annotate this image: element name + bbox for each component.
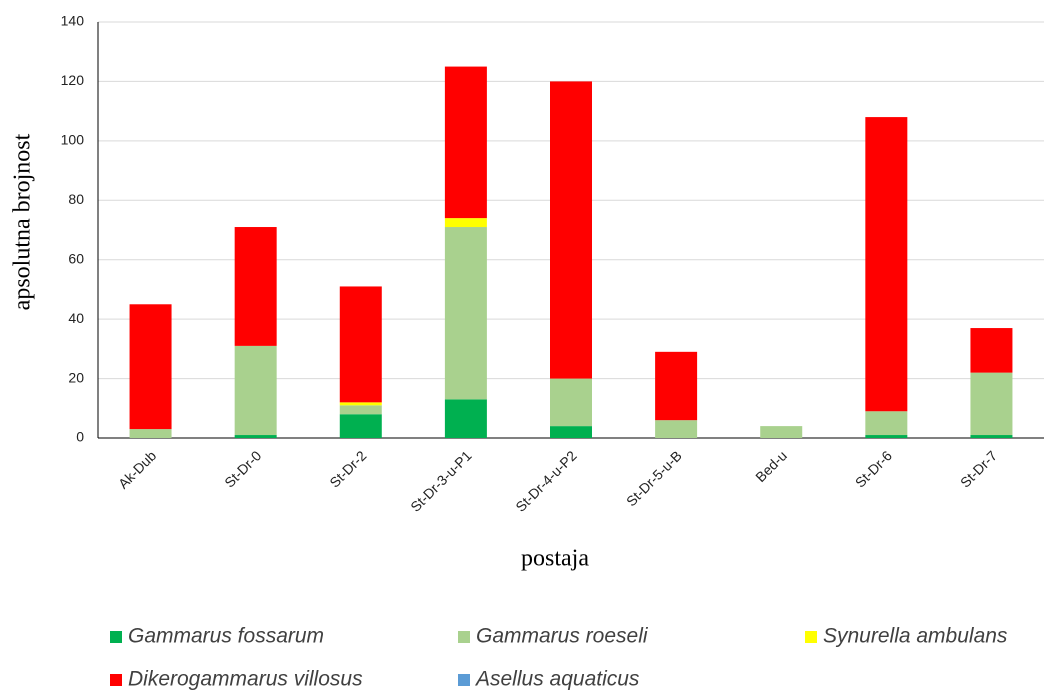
bar-segment [550, 426, 592, 438]
bar-segment [970, 328, 1013, 373]
x-axis-title: postaja [521, 546, 589, 572]
bar-segment [760, 426, 803, 438]
legend-swatch [110, 674, 122, 686]
bar-segment [339, 402, 382, 406]
bar-segment [550, 81, 592, 379]
legend-label: Synurella ambulans [823, 625, 1008, 648]
legend-label: Gammarus fossarum [128, 625, 324, 648]
y-tick-label: 20 [68, 369, 84, 385]
x-tick-label: Bed-u [752, 447, 790, 485]
bar-segment [444, 399, 487, 438]
x-tick-label: St-Dr-7 [957, 447, 1000, 490]
x-tick-label: St-Dr-3-u-P1 [407, 447, 475, 515]
x-tick-label: St-Dr-6 [852, 447, 895, 490]
bar-segment [339, 414, 382, 438]
bar-segment [865, 117, 908, 412]
bar-segment [234, 345, 277, 436]
x-tick-label: St-Dr-2 [326, 447, 369, 490]
bar-segment [339, 286, 382, 403]
y-tick-label: 80 [68, 191, 84, 207]
bar-segment [234, 435, 277, 438]
y-tick-label: 100 [61, 132, 85, 148]
x-tick-label: St-Dr-5-u-B [623, 447, 685, 509]
y-tick-label: 0 [76, 429, 84, 445]
legend-swatch [458, 631, 470, 643]
bar-segment [234, 227, 277, 346]
bar-segment [655, 351, 698, 421]
bar-segment [129, 304, 172, 430]
bar-segment [444, 66, 487, 219]
bar-segment [865, 411, 908, 436]
x-tick-label: Ak-Dub [115, 447, 159, 491]
y-tick-label: 40 [68, 310, 84, 326]
bar-segment [970, 435, 1013, 438]
bar-segment [865, 435, 908, 438]
y-tick-label: 120 [61, 72, 85, 88]
y-tick-label: 140 [61, 13, 85, 29]
bar-segment [444, 227, 487, 400]
legend-label: Dikerogammarus villosus [128, 668, 363, 691]
x-tick-label: St-Dr-4-u-P2 [512, 447, 580, 515]
bar-segment [444, 218, 487, 228]
legend-swatch [805, 631, 817, 643]
y-axis-title: apsolutna brojnost [10, 133, 36, 310]
y-tick-label: 60 [68, 250, 84, 266]
x-tick-label: St-Dr-0 [221, 447, 264, 490]
legend-swatch [110, 631, 122, 643]
legend-swatch [458, 674, 470, 686]
bar-segment [970, 372, 1013, 436]
legend-label: Gammarus roeseli [476, 625, 649, 648]
bar-segment [655, 420, 698, 438]
bar-segment [339, 405, 382, 415]
legend-label: Asellus aquaticus [474, 668, 640, 691]
bar-segment [550, 378, 592, 427]
bar-segment [129, 429, 172, 438]
